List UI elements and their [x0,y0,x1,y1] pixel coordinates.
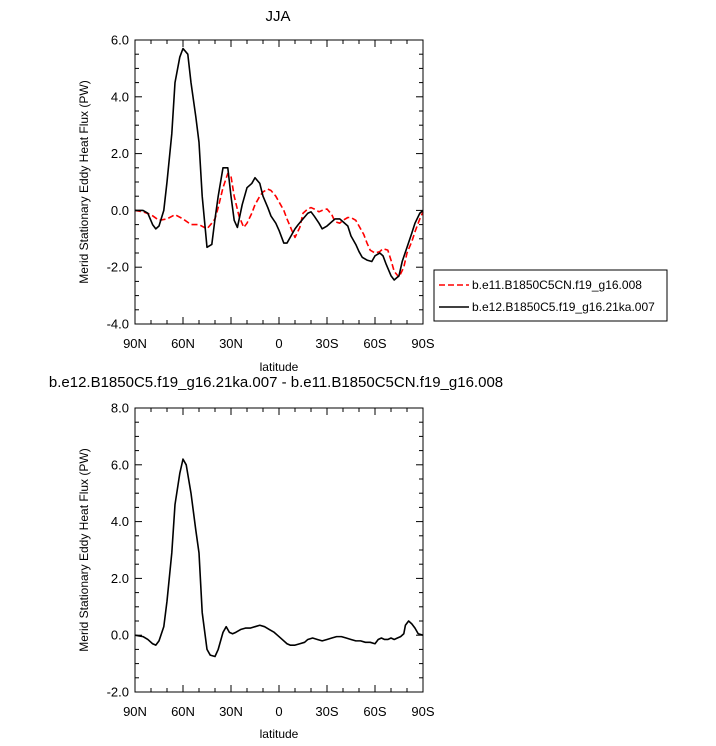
top-chart-plot-frame [134,39,424,325]
top-chart-x-tick-label: 60N [171,336,195,351]
bottom-chart-y-tick-label: 0.0 [111,628,129,643]
bottom-chart: b.e12.B1850C5.f19_g16.21ka.007 - b.e11.B… [49,374,503,741]
bottom-chart-x-tick-label: 30N [219,704,243,719]
top-chart-ticks: 90N 60N 30N 0 30S 60S 90S -4.0 -2.0 0.0 2.0 4.0 6.0 [107,33,435,352]
top-chart-y-tick-label: 6.0 [111,33,129,48]
bottom-chart-x-axis-title: latitude [260,727,299,741]
bottom-chart-x-tick-label: 60N [171,704,195,719]
bottom-chart-series-line-1 [134,458,424,658]
top-chart-x-tick-label: 0 [275,336,282,351]
legend-label-series-1: b.e11.B1850C5CN.f19_g16.008 [472,278,642,292]
top-chart-x-axis-title: latitude [260,360,299,374]
top-chart-x-tick-label: 30N [219,336,243,351]
top-chart-y-tick-label: 0.0 [111,203,129,218]
bottom-chart-y-tick-label: 2.0 [111,571,129,586]
top-chart-series-group [134,47,424,281]
legend-label-series-2: b.e12.B1850C5.f19_g16.21ka.007 [472,300,655,314]
bottom-chart-y-tick-label: 6.0 [111,457,129,472]
top-chart-y-tick-label: -2.0 [107,260,129,275]
top-chart-y-axis-title: Merid Stationary Eddy Heat Flux (PW) [77,80,91,283]
bottom-chart-y-axis-title: Merid Stationary Eddy Heat Flux (PW) [77,448,91,651]
bottom-chart-title: b.e12.B1850C5.f19_g16.21ka.007 - b.e11.B… [49,374,503,391]
bottom-chart-y-tick-label: -2.0 [107,685,129,700]
top-chart-x-tick-label: 30S [315,336,338,351]
top-chart-x-tick-label: 90N [123,336,147,351]
top-chart-x-tick-label: 60S [363,336,386,351]
top-chart: JJA 90N 60N 30N 0 30S 60S 90S -4.0 -2.0 0.0 2.0 4.0… [77,8,668,374]
bottom-chart-x-tick-label: 60S [363,704,386,719]
bottom-chart-x-tick-label: 30S [315,704,338,719]
bottom-chart-y-tick-label: 8.0 [111,401,129,416]
top-chart-y-tick-label: -4.0 [107,317,129,332]
bottom-chart-y-tick-label: 4.0 [111,514,129,529]
top-chart-title: JJA [265,8,290,25]
bottom-chart-plot-frame [134,407,424,693]
top-chart-y-tick-label: 2.0 [111,146,129,161]
bottom-chart-ticks: 90N 60N 30N 0 30S 60S 90S -2.0 0.0 2.0 4.0 6.0 8.0 [107,401,435,720]
top-chart-x-tick-label: 90S [411,336,434,351]
bottom-chart-series-group [134,458,424,658]
top-chart-y-tick-label: 4.0 [111,89,129,104]
legend-box [433,269,668,322]
top-chart-legend: b.e11.B1850C5CN.f19_g16.008 b.e12.B1850C… [433,269,668,322]
top-chart-series-line-2 [135,47,424,281]
bottom-chart-x-tick-label: 90S [411,704,434,719]
bottom-chart-x-tick-label: 0 [275,704,282,719]
bottom-chart-x-tick-label: 90N [123,704,147,719]
top-chart-series-line-1 [134,172,424,278]
